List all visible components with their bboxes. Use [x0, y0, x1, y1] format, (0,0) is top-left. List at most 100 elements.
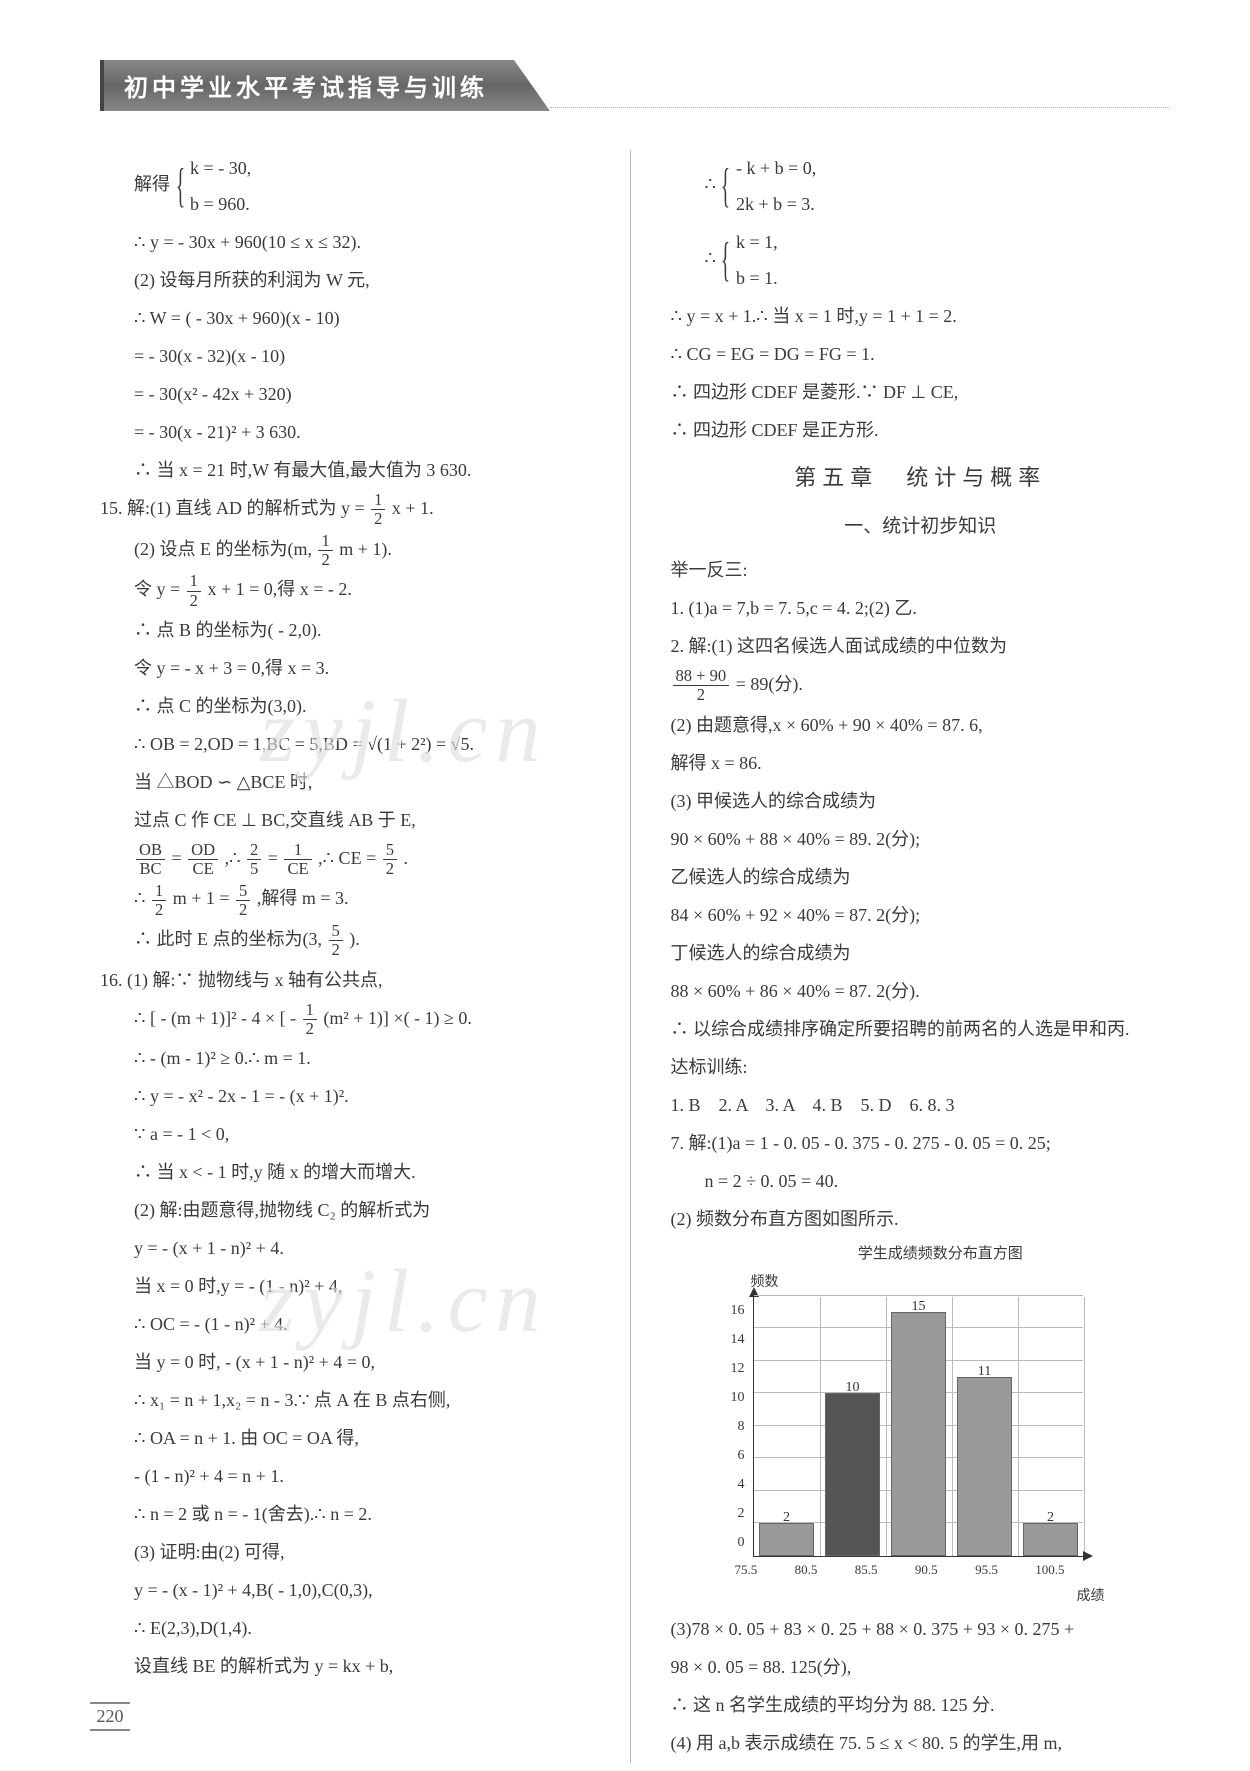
chart-xlabel: 成绩 [735, 1583, 1105, 1611]
header-title: 初中学业水平考试指导与训练 [100, 60, 550, 111]
fraction: 12 [318, 532, 332, 569]
text: x + 1. [392, 498, 434, 518]
text: 2k + b = 3. [736, 194, 815, 214]
text: m + 1 = [173, 888, 234, 908]
chart-ytick: 12 [731, 1355, 745, 1383]
math-line: 当 y = 0 时, - (x + 1 - n)² + 4 = 0, [100, 1344, 600, 1380]
math-line: ∴ 当 x < - 1 时,y 随 x 的增大而增大. [100, 1154, 600, 1190]
math-line: 84 × 60% + 92 × 40% = 87. 2(分); [671, 897, 1171, 933]
text: b = 1. [736, 268, 778, 288]
math-line: ∴ - (m - 1)² ≥ 0.∴ m = 1. [100, 1040, 600, 1076]
fraction: 12 [152, 882, 166, 919]
sqrt: √(1 + 2²) [367, 734, 431, 754]
text: b = 960. [190, 194, 250, 214]
chart-bar-label: 10 [826, 1374, 879, 1402]
text: 15. 解:(1) 直线 AD 的解析式为 y = [100, 498, 369, 518]
chart-ytick: 2 [738, 1500, 745, 1528]
math-line: 设直线 BE 的解析式为 y = kx + b, [100, 1648, 600, 1684]
math-line: 15. 解:(1) 直线 AD 的解析式为 y = 12 x + 1. [100, 490, 600, 529]
text: ∴ OB = 2,OD = 1,BC = 5,BD = [134, 734, 367, 754]
text: ∴ [134, 888, 150, 908]
text-line: 达标训练: [671, 1049, 1171, 1085]
section-title: 一、统计初步知识 [671, 508, 1171, 546]
chart-ytick: 16 [731, 1297, 745, 1325]
math-line: ∴ OB = 2,OD = 1,BC = 5,BD = √(1 + 2²) = … [100, 726, 600, 762]
text: k = - 30, [190, 158, 251, 178]
math-line: 过点 C 作 CE ⊥ BC,交直线 AB 于 E, [100, 802, 600, 838]
math-line: 88 + 902 = 89(分). [671, 666, 1171, 705]
math-line: ∴ 点 B 的坐标为( - 2,0). [100, 612, 600, 648]
text: = 89(分). [736, 674, 803, 694]
math-line: ∴ CG = EG = DG = FG = 1. [671, 336, 1171, 372]
math-line: (2) 设每月所获的利润为 W 元, [100, 262, 600, 298]
fraction: 12 [371, 491, 385, 528]
math-line: ∴ { k = 1, b = 1. [671, 224, 1171, 296]
header-dotted-rule [550, 88, 1170, 108]
math-line: ∴ 四边形 CDEF 是菱形.∵ DF ⊥ CE, [671, 374, 1171, 410]
text-line: ∴ 这 n 名学生成绩的平均分为 88. 125 分. [671, 1687, 1171, 1723]
text: ∴ [705, 174, 716, 194]
math-line: 令 y = 12 x + 1 = 0,得 x = - 2. [100, 571, 600, 610]
text: = √5. [436, 734, 474, 754]
math-line: ∴ n = 2 或 n = - 1(舍去).∴ n = 2. [100, 1496, 600, 1532]
text-line: (4) 用 a,b 表示成绩在 75. 5 ≤ x < 80. 5 的学生,用 … [671, 1725, 1171, 1761]
math-line: ∴ OA = n + 1. 由 OC = OA 得, [100, 1420, 600, 1456]
chart-bar: 2 [759, 1523, 814, 1556]
chart-xtick: 80.5 [795, 1557, 818, 1583]
chart-xtick: 90.5 [915, 1557, 938, 1583]
chart-gridline [886, 1297, 887, 1556]
page-number: 220 [90, 1702, 130, 1731]
math-line: 当 x = 0 时,y = - (1 - n)² + 4, [100, 1268, 600, 1304]
fraction: 52 [329, 922, 343, 959]
left-column: 解得 { k = - 30, b = 960. ∴ y = - 30x + 96… [100, 150, 631, 1763]
math-line: 98 × 0. 05 = 88. 125(分), [671, 1649, 1171, 1685]
math-line: ∴ 12 m + 1 = 52 ,解得 m = 3. [100, 880, 600, 919]
text: ∴ [ - (m + 1)]² - 4 × [ - [134, 1008, 301, 1028]
text-line: 1. (1)a = 7,b = 7. 5,c = 4. 2;(2) 乙. [671, 590, 1171, 626]
chapter-title: 第五章 统计与概率 [671, 456, 1171, 500]
two-column-layout: 解得 { k = - 30, b = 960. ∴ y = - 30x + 96… [100, 150, 1170, 1763]
fraction: ODCE [188, 841, 218, 878]
text: = [172, 848, 187, 868]
brace-icon: { [721, 176, 730, 195]
text: . [404, 848, 409, 868]
math-line: ∴ x₁ = n + 1,x₂ = n - 3.∵ 点 A 在 B 点右侧, [100, 1382, 600, 1418]
math-line: (2) 解:由题意得,抛物线 C₂ 的解析式为 [100, 1192, 600, 1228]
math-line: 解得 x = 86. [671, 745, 1171, 781]
math-line: - (1 - n)² + 4 = n + 1. [100, 1458, 600, 1494]
chart-xtick: 95.5 [975, 1557, 998, 1583]
chart-bar-label: 11 [958, 1358, 1011, 1386]
text: x + 1 = 0,得 x = - 2. [207, 579, 351, 599]
math-line: ∴ 点 C 的坐标为(3,0). [100, 688, 600, 724]
text: m + 1). [339, 539, 392, 559]
brace-icon: { [175, 176, 184, 195]
math-line: (3)78 × 0. 05 + 83 × 0. 25 + 88 × 0. 375… [671, 1611, 1171, 1647]
chart-yaxis: 0246810121416 [731, 1297, 749, 1557]
math-line: ∴ [ - (m + 1)]² - 4 × [ - 12 (m² + 1)] ×… [100, 1000, 600, 1039]
chart-gridline [1084, 1297, 1085, 1556]
chart-ytick: 4 [738, 1471, 745, 1499]
chart-bar-label: 15 [892, 1293, 945, 1321]
chart-ytick: 0 [738, 1529, 745, 1557]
fraction: 1CE [284, 841, 311, 878]
fraction: 88 + 902 [673, 667, 730, 704]
math-line: = - 30(x - 21)² + 3 630. [100, 414, 600, 450]
chart-ytick: 10 [731, 1384, 745, 1412]
chart-bar-label: 2 [1024, 1504, 1077, 1532]
math-line: ∴ E(2,3),D(1,4). [100, 1610, 600, 1646]
math-line: 16. (1) 解:∵ 抛物线与 x 轴有公共点, [100, 962, 600, 998]
text: ,解得 m = 3. [257, 888, 349, 908]
right-column: ∴ { - k + b = 0, 2k + b = 3. ∴ { k = 1, … [671, 150, 1171, 1763]
chart-bar-label: 2 [760, 1504, 813, 1532]
math-line: 7. 解:(1)a = 1 - 0. 05 - 0. 375 - 0. 275 … [671, 1125, 1171, 1161]
chart-gridline [952, 1297, 953, 1556]
math-line: 90 × 60% + 88 × 40% = 89. 2(分); [671, 821, 1171, 857]
text: ,∴ CE = [318, 848, 381, 868]
math-line: ∴ 当 x = 21 时,W 有最大值,最大值为 3 630. [100, 452, 600, 488]
chart-title: 学生成绩频数分布直方图 [711, 1239, 1171, 1269]
math-line: ∴ y = x + 1.∴ 当 x = 1 时,y = 1 + 1 = 2. [671, 298, 1171, 334]
math-line: ∴ W = ( - 30x + 960)(x - 10) [100, 300, 600, 336]
math-line: = - 30(x - 32)(x - 10) [100, 338, 600, 374]
math-line: n = 2 ÷ 0. 05 = 40. [671, 1163, 1171, 1199]
fraction: 52 [383, 841, 397, 878]
